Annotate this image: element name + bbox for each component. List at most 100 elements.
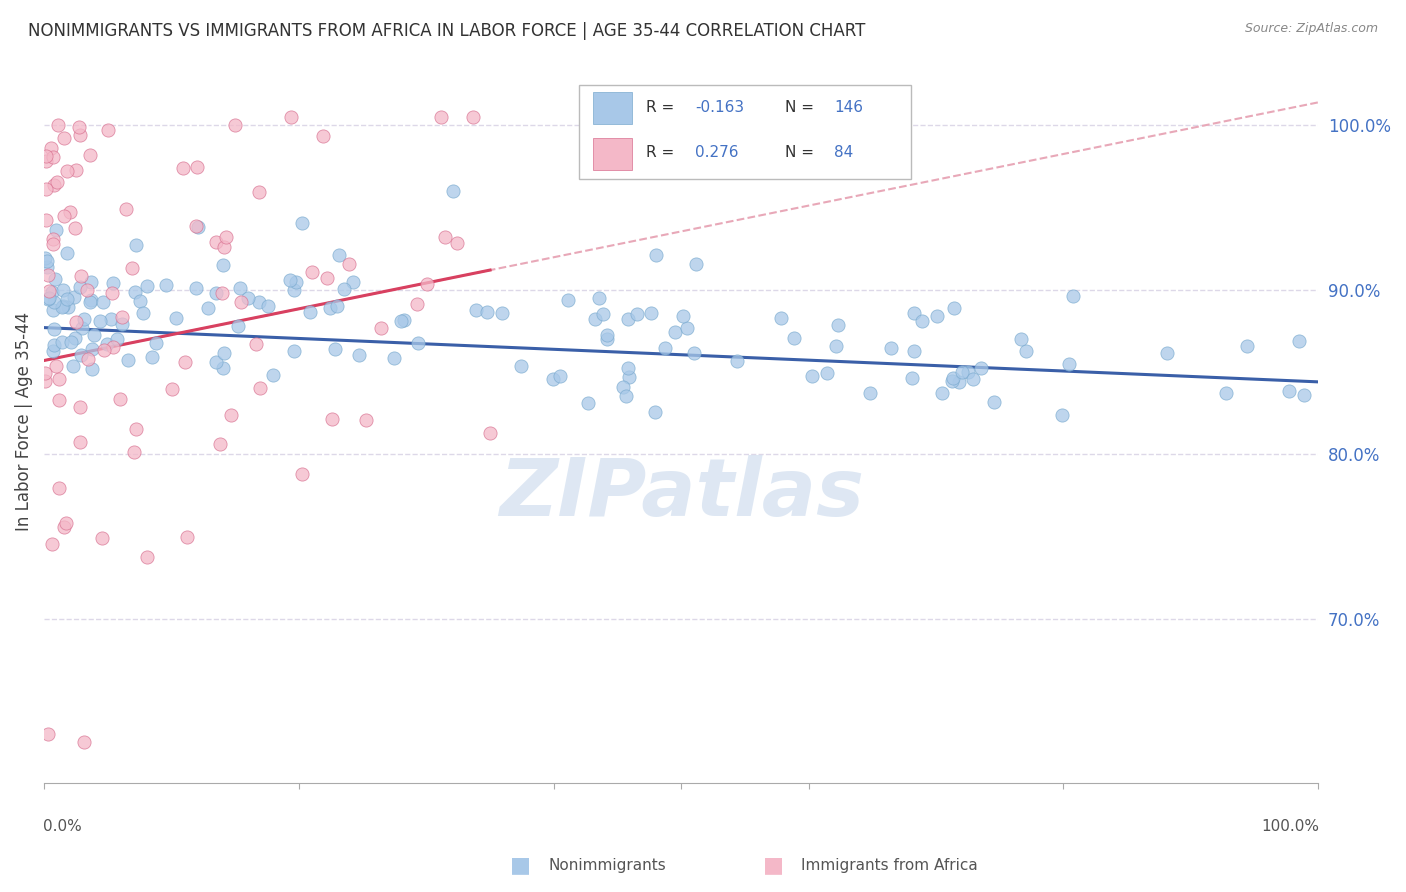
Point	[70, 269, 93, 284]
Point	[65, 220, 87, 235]
Point	[48, 392, 70, 407]
Point	[617, 369, 640, 384]
Point	[576, 396, 599, 410]
Point	[69, 435, 91, 450]
Point	[392, 313, 415, 327]
Point	[53, 520, 76, 534]
Point	[405, 297, 427, 311]
Point	[59, 334, 82, 349]
Point	[69, 401, 91, 415]
Point	[224, 119, 246, 133]
Point	[77, 351, 100, 366]
Point	[1050, 408, 1073, 422]
Point	[285, 275, 308, 289]
Point	[72, 735, 94, 749]
Point	[283, 283, 305, 297]
Point	[45, 359, 67, 373]
Point	[42, 303, 65, 318]
Point	[65, 163, 87, 178]
Point	[89, 314, 111, 328]
Point	[141, 350, 163, 364]
Point	[205, 355, 228, 369]
Point	[136, 550, 159, 565]
Point	[1015, 344, 1038, 359]
Point	[925, 309, 948, 323]
Point	[42, 295, 65, 310]
Point	[91, 531, 114, 545]
Point	[416, 277, 439, 291]
Text: Nonimmigrants: Nonimmigrants	[548, 858, 666, 872]
Point	[950, 365, 973, 379]
Text: ■: ■	[510, 855, 530, 875]
Point	[769, 311, 792, 326]
Point	[283, 343, 305, 358]
Point	[825, 339, 848, 353]
Point	[548, 368, 571, 383]
Point	[132, 306, 155, 320]
Point	[128, 293, 150, 308]
Point	[1236, 339, 1258, 353]
Point	[111, 310, 134, 324]
Point	[249, 295, 271, 310]
Point	[617, 361, 640, 376]
Point	[962, 372, 984, 386]
Point	[79, 293, 101, 307]
Point	[59, 204, 82, 219]
Point	[79, 295, 101, 310]
Point	[35, 149, 58, 163]
Point	[51, 335, 73, 350]
Point	[441, 184, 464, 198]
Point	[446, 236, 468, 251]
Point	[55, 516, 77, 530]
Point	[557, 293, 579, 308]
Point	[249, 381, 271, 395]
Point	[51, 300, 73, 314]
Point	[55, 164, 77, 178]
Point	[640, 306, 662, 320]
Point	[612, 380, 634, 394]
Point	[41, 285, 63, 299]
Text: 0.0%: 0.0%	[42, 819, 82, 834]
Point	[62, 290, 84, 304]
Point	[48, 372, 70, 386]
Point	[491, 306, 513, 320]
Point	[44, 322, 66, 336]
Point	[328, 247, 350, 261]
Point	[725, 354, 748, 368]
Point	[323, 342, 346, 356]
Point	[37, 727, 59, 741]
Point	[111, 317, 134, 331]
Point	[1288, 334, 1310, 348]
Point	[1278, 384, 1301, 399]
Y-axis label: In Labor Force | Age 35-44: In Labor Force | Age 35-44	[15, 312, 32, 531]
Point	[596, 327, 619, 342]
Point	[1215, 385, 1237, 400]
Point	[880, 341, 903, 355]
Point	[93, 343, 115, 357]
Text: 100.0%: 100.0%	[1261, 819, 1320, 834]
Point	[299, 304, 322, 318]
Point	[184, 281, 207, 295]
Point	[67, 120, 90, 135]
Point	[815, 367, 838, 381]
Point	[42, 237, 65, 252]
Point	[211, 285, 233, 300]
Point	[614, 389, 637, 403]
Point	[1062, 289, 1084, 303]
Point	[617, 312, 640, 326]
Point	[155, 277, 177, 292]
Point	[103, 277, 125, 291]
Point	[62, 359, 84, 373]
Point	[80, 362, 103, 376]
Point	[56, 246, 79, 260]
Point	[1010, 332, 1032, 346]
Point	[56, 292, 79, 306]
Point	[52, 299, 75, 313]
Point	[39, 140, 62, 154]
Point	[903, 343, 925, 358]
Point	[370, 321, 392, 335]
Point	[165, 310, 187, 325]
Point	[903, 306, 925, 320]
Point	[114, 202, 136, 216]
Point	[101, 340, 124, 354]
